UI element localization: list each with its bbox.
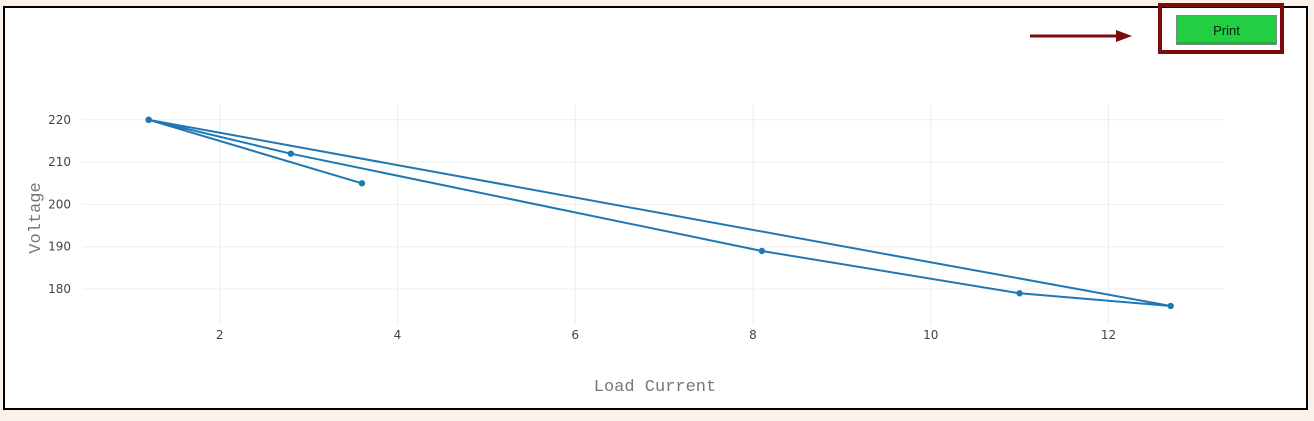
data-point bbox=[358, 180, 366, 187]
x-tick-label: 8 bbox=[749, 328, 757, 342]
arrow-head bbox=[1116, 30, 1132, 42]
grid-lines bbox=[82, 105, 1224, 325]
print-button[interactable]: Print bbox=[1176, 15, 1277, 45]
x-tick-label: 4 bbox=[394, 328, 402, 342]
arrow-annotation bbox=[1030, 30, 1132, 42]
data-point bbox=[1167, 302, 1174, 310]
y-tick-label: 190 bbox=[48, 240, 71, 254]
y-axis-title: Voltage bbox=[27, 182, 46, 253]
data-point bbox=[145, 116, 152, 124]
series-line bbox=[147, 118, 1172, 307]
y-tick-label: 220 bbox=[48, 113, 71, 127]
x-tick-label: 12 bbox=[1101, 328, 1116, 342]
series-group bbox=[145, 116, 1174, 310]
data-point bbox=[1016, 290, 1023, 297]
y-tick-label: 200 bbox=[48, 197, 71, 211]
data-point bbox=[758, 247, 766, 255]
chart-panel bbox=[3, 6, 1308, 410]
x-axis-title: Load Current bbox=[594, 378, 716, 397]
print-highlight-box bbox=[1158, 3, 1284, 54]
y-tick-label: 180 bbox=[48, 282, 71, 296]
x-tick-label: 6 bbox=[571, 328, 579, 342]
tick-labels: 2 4 6 8 10 12 180 190 200 210 220 bbox=[48, 113, 1116, 342]
data-point bbox=[287, 150, 295, 157]
y-tick-label: 210 bbox=[48, 155, 71, 169]
x-tick-label: 10 bbox=[923, 328, 938, 342]
x-tick-label: 2 bbox=[216, 328, 224, 342]
